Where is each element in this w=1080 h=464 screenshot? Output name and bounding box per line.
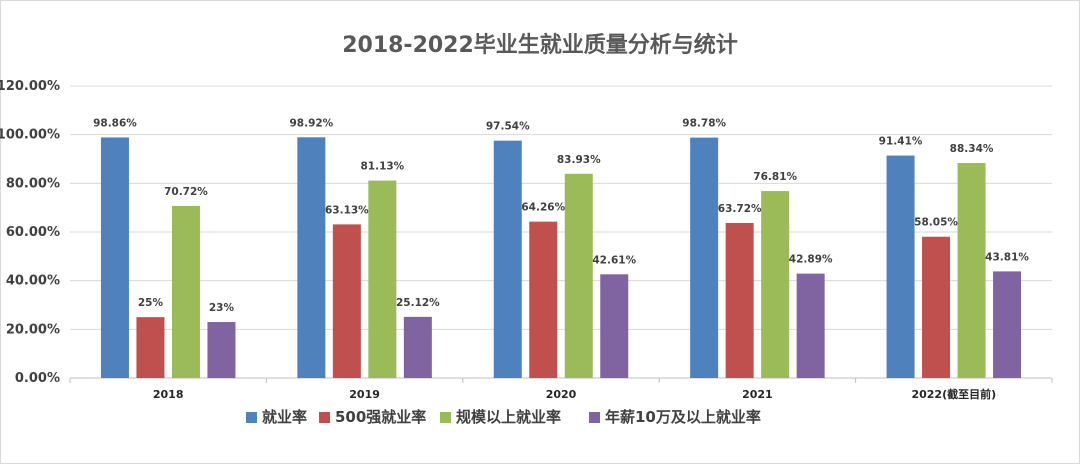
legend-swatch: [589, 412, 600, 423]
bar-3-2022(截至目前): [957, 163, 986, 378]
legend-label: 就业率: [262, 408, 307, 426]
y-tick-label: 20.00%: [6, 322, 60, 337]
data-label: 98.86%: [93, 117, 137, 129]
data-label: 42.89%: [789, 254, 833, 266]
bar-3-2020: [564, 173, 593, 378]
data-label: 76.81%: [753, 171, 797, 183]
bar-4-2020: [600, 274, 629, 378]
data-label: 25.12%: [396, 297, 440, 309]
legend-label: 500强就业率: [335, 408, 426, 426]
y-tick-label: 100.00%: [0, 128, 60, 143]
data-label: 98.78%: [682, 118, 726, 130]
y-tick-label: 60.00%: [6, 225, 60, 240]
x-category-label: 2018: [153, 388, 184, 401]
bar-4-2019: [403, 316, 432, 378]
data-label: 91.41%: [879, 136, 923, 148]
data-label: 58.05%: [914, 217, 958, 229]
bar-3-2021: [761, 191, 790, 378]
data-label: 63.13%: [325, 204, 369, 216]
bars: [100, 137, 1022, 378]
bar-2-2020: [529, 221, 558, 378]
data-label: 81.13%: [360, 161, 404, 173]
data-label: 70.72%: [164, 186, 208, 198]
bar-1-2018: [100, 137, 129, 378]
bar-3-2019: [368, 180, 397, 378]
legend-swatch: [246, 412, 257, 423]
chart-title: 2018-2022毕业生就业质量分析与统计: [342, 32, 738, 58]
y-tick-label: 120.00%: [0, 79, 60, 94]
y-axis: 0.00% 20.00% 40.00% 60.00% 80.00% 100.00% 120.…: [0, 79, 60, 386]
bar-1-2020: [493, 140, 522, 378]
bar-4-2022(截至目前): [993, 271, 1022, 378]
data-label: 23%: [209, 302, 235, 314]
data-labels: 98.86% 25% 70.72% 23% 98.92% 63.13% 81.13% 25.1…: [93, 117, 1029, 314]
data-label: 83.93%: [557, 154, 601, 166]
legend-label: 年薪10万及以上就业率: [605, 408, 761, 426]
legend: 就业率 500强就业率 规模以上就业率 年薪10万及以上就业率: [246, 408, 761, 426]
data-label: 97.54%: [486, 121, 530, 133]
bar-2-2022(截至目前): [922, 236, 951, 378]
bar-2-2019: [332, 224, 361, 378]
x-axis: 2018 2019 2020 2021 2022(截至目前): [69, 378, 1053, 401]
bar-1-2019: [297, 137, 326, 378]
x-category-label: 2019: [349, 388, 380, 401]
legend-swatch: [319, 412, 330, 423]
data-label: 25%: [138, 297, 164, 309]
bar-4-2021: [796, 273, 825, 378]
bar-1-2022(截至目前): [886, 155, 915, 378]
bar-4-2018: [207, 322, 236, 378]
y-tick-label: 0.00%: [15, 371, 60, 386]
x-category-label: 2022(截至目前): [911, 387, 996, 401]
data-label: 63.72%: [718, 203, 762, 215]
x-category-label: 2020: [546, 388, 577, 401]
bar-1-2021: [690, 137, 719, 378]
legend-swatch: [440, 412, 451, 423]
data-label: 43.81%: [985, 251, 1029, 263]
data-label: 88.34%: [950, 143, 994, 155]
bar-2-2021: [725, 222, 754, 378]
data-label: 98.92%: [289, 117, 333, 129]
data-label: 64.26%: [521, 202, 565, 214]
y-tick-label: 80.00%: [6, 176, 60, 191]
bar-2-2018: [136, 317, 165, 378]
bar-3-2018: [171, 205, 200, 378]
legend-label: 规模以上就业率: [456, 408, 561, 426]
x-category-label: 2021: [742, 388, 773, 401]
y-tick-label: 40.00%: [6, 274, 60, 289]
data-label: 42.61%: [592, 254, 636, 266]
